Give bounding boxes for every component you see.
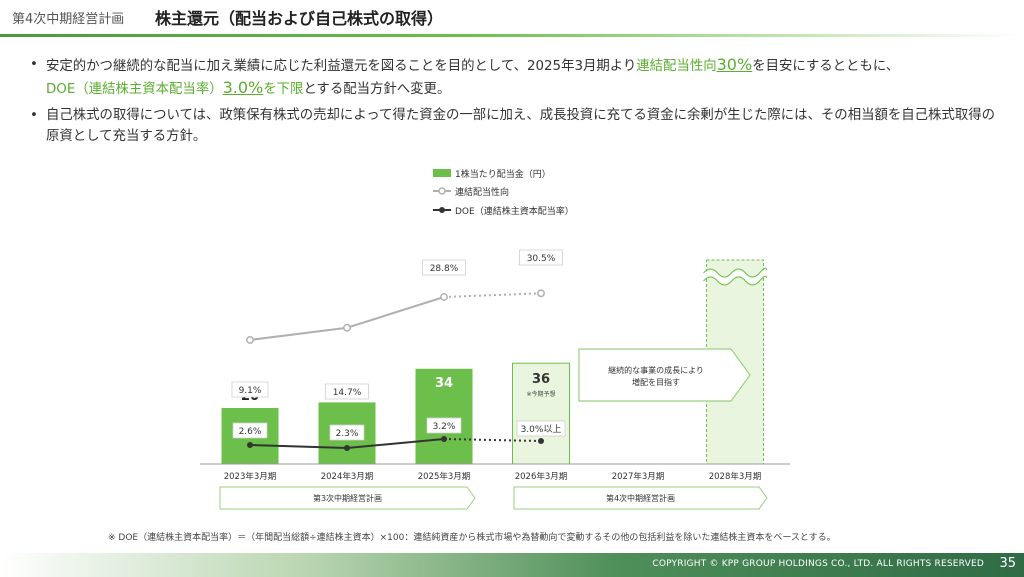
page-title: 株主還元（配当および自己株式の取得）: [155, 9, 444, 28]
doe-label: 3.0%以上: [521, 424, 562, 435]
legend-marker-doe: [439, 207, 445, 213]
bullet-text: を目安にするとともに、: [752, 59, 900, 74]
slide-header: 第4次中期経営計画 株主還元（配当および自己株式の取得）: [0, 0, 1024, 37]
bullet-text: とする配当方針へ変更。: [303, 82, 451, 97]
line-payout-forecast: [443, 292, 542, 298]
point-doe: [344, 445, 350, 451]
bar-break-line: [703, 275, 767, 286]
x-tick-label: 2026年3月期: [515, 471, 568, 482]
plan-period-arrow: [219, 486, 476, 510]
legend-label-doe: DOE（連結株主資本配当率）: [455, 205, 574, 217]
legend-swatch-dividend: [433, 169, 451, 177]
bullet-text: 自己株式の取得については、政策保有株式の売却によって得た資金の一部に加え、成長投…: [46, 108, 995, 144]
payout-label-box: [325, 383, 369, 400]
bullet-dividend-policy: • 安定的かつ継続的な配当に加え業績に応じた利益還元を図ることを目的として、20…: [30, 54, 1000, 100]
forecast-note: ※今期予想: [526, 390, 555, 398]
point-payout: [343, 323, 351, 332]
plan-period-label: 第3次中期経営計画: [313, 493, 382, 503]
x-tick-label: 2025年3月期: [418, 471, 471, 482]
bar-value-label: 36: [532, 372, 550, 387]
bar-forecast-2026: [512, 362, 570, 465]
doe-label-box: [426, 417, 462, 434]
footer-bar: COPYRIGHT © KPP GROUP HOLDINGS CO., LTD.…: [0, 553, 1024, 577]
copyright-text: COPYRIGHT © KPP GROUP HOLDINGS CO., LTD.…: [652, 559, 984, 569]
legend-label-dividend: 1株当たり配当金（円）: [455, 168, 551, 180]
line-payout: [249, 296, 445, 341]
legend-marker-payout: [438, 187, 446, 195]
doe-label-box: [232, 422, 268, 439]
point-payout: [440, 293, 448, 301]
point-doe: [441, 436, 447, 442]
bar-break-mask: [701, 269, 769, 284]
bullet-dot: •: [30, 57, 38, 72]
doe-floor-label: を下限: [263, 82, 304, 97]
growth-arrow-text: 増配を目指す: [632, 377, 680, 387]
x-tick-label: 2023年3月期: [224, 471, 277, 482]
doe-label: 3.2%: [433, 422, 456, 432]
line-doe-forecast: [443, 438, 542, 442]
payout-label: 28.8%: [430, 264, 459, 274]
bar-break-line: [703, 267, 767, 278]
bullet-text: 安定的かつ継続的な配当に加え業績に応じた利益還元を図ることを目的として、2025…: [46, 59, 637, 74]
x-tick-label: 2027年3月期: [612, 471, 665, 482]
doe-label: 2.3%: [336, 429, 359, 439]
growth-arrow: [578, 348, 751, 402]
plan-period-arrow: [513, 486, 768, 510]
bar-value-label: 34: [435, 376, 453, 391]
doe-label: DOE（連結株主資本配当率）: [46, 82, 223, 97]
payout-label: 30.5%: [527, 254, 556, 264]
plan-period-label: 第4次中期経営計画: [606, 493, 675, 503]
payout-label-box: [519, 249, 563, 266]
payout-label: 9.1%: [239, 386, 262, 396]
doe-footnote: ※ DOE（連結株主資本配当率）＝（年間配当総額÷連結株主資本）×100：連結純…: [108, 533, 836, 543]
page-number: 35: [999, 556, 1016, 571]
payout-label-box: [422, 259, 466, 276]
legend-label-payout: 連結配当性向: [455, 186, 509, 198]
doe-label-box: [516, 420, 566, 437]
doe-label: 2.6%: [239, 427, 262, 437]
point-payout: [246, 335, 254, 344]
payout-label-box: [231, 381, 269, 398]
payout-label: 14.7%: [333, 388, 362, 398]
header-underline: [0, 34, 1024, 37]
payout-ratio-label: 連結配当性向: [636, 59, 717, 74]
bullet-dot: •: [30, 108, 38, 123]
doe-value: 3.0%: [222, 78, 264, 97]
bar-dividend: [415, 368, 473, 464]
doe-label-box: [329, 424, 365, 441]
payout-ratio-value: 30%: [716, 55, 753, 74]
point-doe: [538, 438, 544, 444]
dividend-chart: 1株当たり配当金（円）連結配当性向DOE（連結株主資本配当率）20223436※…: [200, 168, 790, 510]
bullet-list: • 安定的かつ継続的な配当に加え業績に応じた利益還元を図ることを目的として、20…: [30, 54, 1000, 152]
x-tick-label: 2028年3月期: [709, 471, 762, 482]
bullet-buyback-policy: • 自己株式の取得については、政策保有株式の売却によって得た資金の一部に加え、成…: [30, 105, 1000, 147]
x-tick-label: 2024年3月期: [321, 471, 374, 482]
point-payout: [537, 289, 545, 298]
growth-arrow-text: 継続的な事業の成長により: [608, 365, 704, 375]
point-doe: [247, 442, 253, 448]
plan-subtitle: 第4次中期経営計画: [12, 12, 125, 27]
